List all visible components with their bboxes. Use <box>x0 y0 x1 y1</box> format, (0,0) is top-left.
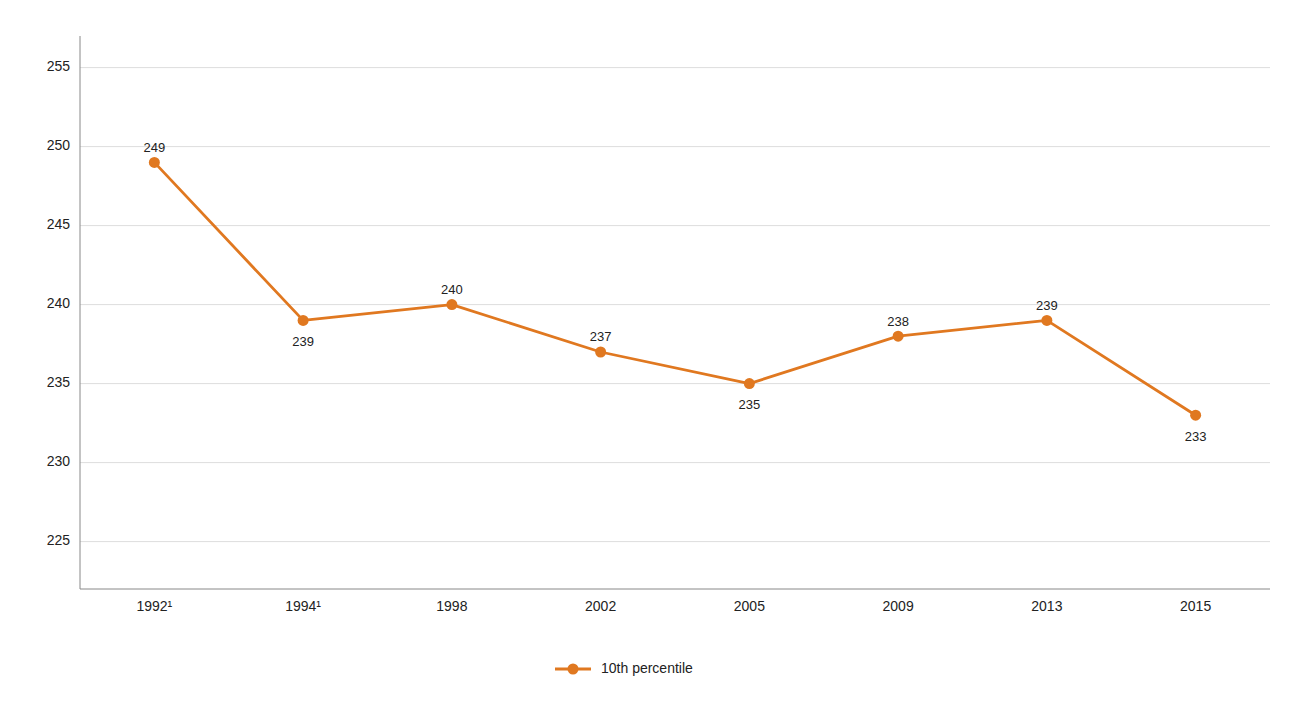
data-label: 249 <box>144 140 166 155</box>
chart-svg: 225 230 235 240 245 250 255 1992¹ 1994¹ 1998 2002 2… <box>0 0 1310 709</box>
y-tick-label: 255 <box>47 58 71 74</box>
y-tick-label: 225 <box>47 532 71 548</box>
x-tick-label: 2002 <box>585 598 616 614</box>
chart-container: 225 230 235 240 245 250 255 1992¹ 1994¹ 1998 2002 2… <box>0 0 1310 709</box>
grid-line <box>80 225 1270 226</box>
data-label: 235 <box>739 397 761 412</box>
x-axis-line <box>80 589 1270 590</box>
data-point <box>149 157 160 168</box>
data-point <box>1041 315 1052 326</box>
x-tick-label: 1998 <box>436 598 467 614</box>
x-tick-label: 2009 <box>883 598 914 614</box>
data-point <box>595 347 606 358</box>
y-tick-label: 250 <box>47 137 71 153</box>
x-tick-label: 2013 <box>1031 598 1062 614</box>
data-point <box>298 315 309 326</box>
grid-line <box>80 67 1270 68</box>
legend: 10th percentile <box>555 660 693 676</box>
data-point <box>446 299 457 310</box>
data-label: 233 <box>1185 429 1207 444</box>
data-label: 240 <box>441 282 463 297</box>
x-tick-label: 1992¹ <box>136 598 172 614</box>
data-label: 238 <box>887 314 909 329</box>
data-label: 239 <box>1036 298 1058 313</box>
y-tick-label: 240 <box>47 295 71 311</box>
x-tick-label: 2005 <box>734 598 765 614</box>
y-grid <box>80 68 1270 542</box>
x-tick-label: 2015 <box>1180 598 1211 614</box>
y-tick-label: 245 <box>47 216 71 232</box>
data-label: 237 <box>590 329 612 344</box>
grid-line <box>80 383 1270 384</box>
data-point <box>744 378 755 389</box>
grid-line <box>80 462 1270 463</box>
y-axis-line <box>80 36 81 589</box>
grid-line <box>80 304 1270 305</box>
data-point <box>1190 410 1201 421</box>
y-tick-label: 235 <box>47 374 71 390</box>
legend-label: 10th percentile <box>601 660 693 676</box>
data-labels: 249 239 240 237 235 238 239 233 <box>144 140 1207 444</box>
grid-line <box>80 146 1270 147</box>
x-tick-label: 1994¹ <box>285 598 321 614</box>
data-point <box>893 331 904 342</box>
data-label: 239 <box>292 334 314 349</box>
y-tick-label: 230 <box>47 453 71 469</box>
legend-marker <box>568 664 579 675</box>
plot-area <box>149 157 1201 421</box>
grid-line <box>80 541 1270 542</box>
series-line <box>154 162 1195 415</box>
